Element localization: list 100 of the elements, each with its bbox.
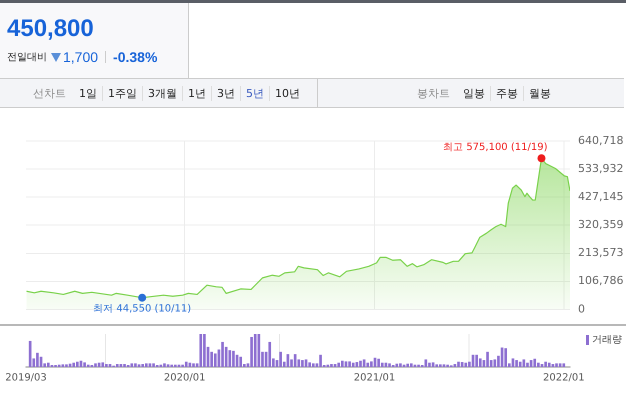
bar <box>138 364 140 367</box>
bar <box>101 362 104 367</box>
bar <box>123 364 126 367</box>
text: 3년 <box>211 86 240 100</box>
bar <box>515 360 518 367</box>
bar <box>337 362 340 367</box>
y-tick-label: 0 <box>578 302 585 316</box>
text: 10년 <box>269 86 305 100</box>
bar <box>294 354 296 367</box>
bar <box>399 363 402 367</box>
bar <box>308 362 311 367</box>
bar <box>562 363 566 367</box>
text: 1주일 <box>102 86 142 100</box>
bar <box>344 361 348 367</box>
bar <box>105 364 108 367</box>
annotation: 최저 44,550 (10/11) <box>93 303 192 314</box>
bar <box>148 363 152 367</box>
bar <box>141 364 144 367</box>
bar <box>68 364 72 367</box>
y-tick-label: 533,932 <box>578 162 624 175</box>
bar <box>555 363 558 367</box>
bar <box>460 362 464 367</box>
bar <box>432 362 434 367</box>
bar <box>377 358 380 367</box>
bar <box>395 364 398 367</box>
bar <box>232 350 235 367</box>
bar <box>203 334 206 367</box>
bar <box>46 362 50 367</box>
bar <box>374 358 376 367</box>
bar <box>558 363 562 367</box>
text: 1,700 <box>63 49 98 65</box>
bar <box>424 359 428 367</box>
bar <box>384 362 388 367</box>
bar <box>530 360 532 367</box>
bar <box>512 358 514 367</box>
bar <box>428 362 431 367</box>
bar <box>94 363 97 367</box>
bar <box>464 362 468 367</box>
bar <box>544 362 547 367</box>
text: 전일대비 <box>7 51 47 64</box>
bar <box>319 354 322 367</box>
bar <box>239 356 242 367</box>
bar <box>362 359 366 367</box>
bar <box>301 360 304 367</box>
bar <box>192 363 195 367</box>
bar <box>236 354 238 367</box>
bar <box>366 362 370 367</box>
bar <box>472 354 474 367</box>
bar <box>334 364 336 367</box>
bar <box>359 360 362 367</box>
y-tick-label: 106,786 <box>578 274 624 288</box>
bar <box>304 359 308 367</box>
text: 1일 <box>78 86 98 100</box>
text: 봉차트 <box>416 86 451 100</box>
bar <box>152 363 155 367</box>
bar <box>254 334 257 367</box>
bar <box>214 353 217 367</box>
bar <box>83 362 86 367</box>
bar <box>410 363 413 367</box>
bar <box>80 360 82 367</box>
text: 선차트 <box>32 86 67 100</box>
bar <box>370 361 373 367</box>
bar <box>406 364 410 367</box>
bar <box>120 364 122 367</box>
bar <box>330 364 333 367</box>
bar <box>98 362 100 367</box>
text: 월봉 <box>523 86 556 100</box>
text: 1년 <box>182 86 211 100</box>
bar <box>478 358 482 367</box>
bar <box>548 362 551 367</box>
annotation: 최고 575,100 (11/19) <box>443 142 548 153</box>
bar <box>36 352 39 367</box>
bar <box>286 354 290 367</box>
legend-label: 거래량 <box>592 334 622 346</box>
bar <box>28 340 32 367</box>
y-tick-label: 427,145 <box>578 190 624 203</box>
x-tick-label: 2021/01 <box>354 372 396 384</box>
bar <box>552 364 554 367</box>
bar <box>457 362 460 367</box>
bar <box>500 348 504 367</box>
bar <box>40 356 42 367</box>
bar <box>537 362 540 367</box>
bar <box>144 363 148 367</box>
y-tick-label: 640,718 <box>578 134 624 147</box>
bar <box>493 359 496 367</box>
bar <box>442 364 446 367</box>
bar <box>540 364 544 367</box>
y-tick-label: 213,573 <box>578 246 624 260</box>
bar <box>526 362 529 367</box>
bar <box>504 348 508 367</box>
x-tick-label: 2022/01 <box>543 372 585 384</box>
text: -0.38% <box>113 49 158 65</box>
bar <box>188 362 192 367</box>
bar <box>228 350 232 367</box>
bar <box>380 362 384 367</box>
bar <box>522 359 526 367</box>
bar <box>250 336 253 367</box>
bar <box>312 363 315 367</box>
bar <box>518 362 522 367</box>
bar <box>65 364 68 367</box>
